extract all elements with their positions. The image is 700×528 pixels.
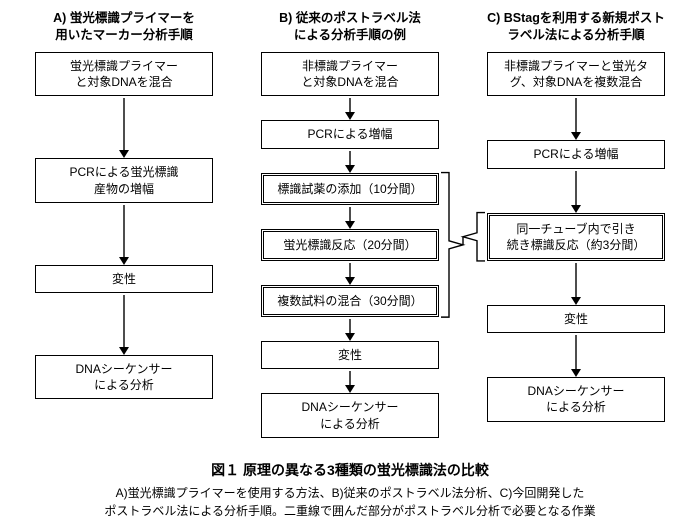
box-c-1: PCRによる増幅 [487,140,665,168]
box-b-2: 標識試薬の添加（10分間） [261,173,439,205]
box-a-1: PCRによる蛍光標識産物の増幅 [35,158,213,202]
box-b-3: 蛍光標識反応（20分間） [261,229,439,261]
arrow-icon [117,98,131,158]
box-a-3: DNAシーケンサーによる分析 [35,355,213,399]
arrow-icon [343,207,357,229]
box-b-0: 非標識プライマーと対象DNAを混合 [261,52,439,96]
arrow-icon [117,205,131,265]
box-c-0: 非標識プライマーと蛍光タグ、対象DNAを複数混合 [487,52,665,96]
column-b: B) 従来のポストラベル法による分析手順の例 非標識プライマーと対象DNAを混合… [246,10,454,438]
box-b-1: PCRによる増幅 [261,120,439,148]
arrow-icon [343,263,357,285]
arrow-icon [569,263,583,305]
column-b-title: B) 従来のポストラベル法による分析手順の例 [279,10,421,44]
arrow-icon [343,151,357,173]
box-b-5: 変性 [261,341,439,369]
box-c-3: 変性 [487,305,665,333]
column-c-title: C) BStagを利用する新規ポストラベル法による分析手順 [487,10,665,44]
arrow-icon [117,295,131,355]
arrow-icon [343,319,357,341]
box-a-0: 蛍光標識プライマーと対象DNAを混合 [35,52,213,96]
arrow-icon [569,171,583,213]
arrow-icon [569,335,583,377]
column-c: C) BStagを利用する新規ポストラベル法による分析手順 非標識プライマーと蛍… [472,10,680,438]
arrow-icon [343,371,357,393]
box-c-2: 同一チューブ内で引き続き標識反応（約3分間） [487,213,665,261]
caption-title: 図１ 原理の異なる3種類の蛍光標識法の比較 [0,460,700,480]
box-b-4: 複数試料の混合（30分間） [261,285,439,317]
flowchart-columns: A) 蛍光標識プライマーを用いたマーカー分析手順 蛍光標識プライマーと対象DNA… [0,0,700,438]
column-a-title: A) 蛍光標識プライマーを用いたマーカー分析手順 [53,10,195,44]
arrow-icon [343,98,357,120]
box-a-2: 変性 [35,265,213,293]
figure-caption: 図１ 原理の異なる3種類の蛍光標識法の比較 A)蛍光標識プライマーを使用する方法… [0,460,700,520]
caption-line-2: ポストラベル法による分析手順。二重線で囲んだ部分がポストラベル分析で必要となる作… [0,502,700,520]
box-c-4: DNAシーケンサーによる分析 [487,377,665,421]
arrow-icon [569,98,583,140]
box-b-6: DNAシーケンサーによる分析 [261,393,439,437]
caption-line-1: A)蛍光標識プライマーを使用する方法、B)従来のポストラベル法分析、C)今回開発… [0,484,700,502]
column-a: A) 蛍光標識プライマーを用いたマーカー分析手順 蛍光標識プライマーと対象DNA… [20,10,228,438]
